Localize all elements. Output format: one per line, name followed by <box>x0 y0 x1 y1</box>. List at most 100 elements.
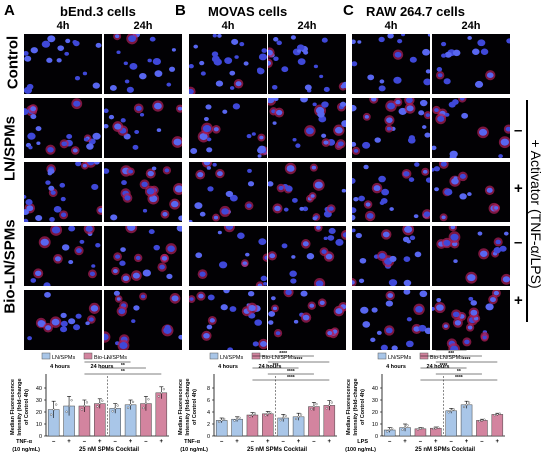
panel-letter-c: C <box>343 2 354 19</box>
sig-label: **** <box>440 363 448 369</box>
data-point <box>236 418 239 421</box>
x-tick-label: – <box>114 439 118 445</box>
side-sign-plus-1: + <box>514 180 523 197</box>
bar <box>94 403 106 437</box>
y-tick-label: 0 <box>375 434 378 440</box>
data-point <box>85 401 88 404</box>
x-tick-label: – <box>52 439 56 445</box>
data-point <box>50 413 53 416</box>
x-tick-label: – <box>450 439 454 445</box>
x-tick-label: + <box>235 439 239 445</box>
data-point <box>330 401 333 404</box>
x-tick-label: + <box>403 439 407 445</box>
data-point <box>300 413 303 416</box>
legend-label: LN/SPMs <box>388 355 411 361</box>
x-tick-label: + <box>266 439 270 445</box>
micrograph-tile <box>352 162 430 222</box>
data-point <box>162 388 165 391</box>
treatment-unit: (10 ng/mL) <box>12 447 40 453</box>
data-point <box>404 426 407 429</box>
data-point <box>111 410 114 413</box>
y-tick-label: 2 <box>207 422 210 428</box>
y-tick-label: 30 <box>36 398 42 404</box>
treatment-unit: (10 ng/mL) <box>180 447 208 453</box>
y-tick-label: 40 <box>36 386 42 392</box>
treatment-label: TNF-α <box>16 439 33 445</box>
x-tick-label: + <box>98 439 102 445</box>
bar <box>262 413 274 437</box>
bar <box>445 410 457 437</box>
x-tick-label: – <box>480 439 484 445</box>
sig-label: *** <box>273 363 279 369</box>
panel-title-b: MOVAS cells <box>208 4 288 19</box>
legend-label: Bio-LN/SPMs <box>430 355 463 361</box>
micrograph-tile <box>189 98 267 158</box>
row-label-control: Control <box>4 35 22 90</box>
sig-label: **** <box>455 375 463 381</box>
data-point <box>315 403 318 406</box>
data-point <box>463 405 466 409</box>
data-point <box>83 404 86 408</box>
micrograph-tile <box>104 34 182 94</box>
data-point <box>419 427 422 430</box>
data-point <box>68 404 71 408</box>
x-tick-label: – <box>312 439 316 445</box>
y-tick-label: 8 <box>207 386 210 392</box>
data-point <box>328 404 331 407</box>
data-point <box>416 428 419 431</box>
data-point <box>388 428 391 432</box>
data-point <box>101 399 104 402</box>
data-point <box>269 411 272 414</box>
bar-chart-1: LN/SPMs 4 hours Bio-LN/SPMs 24 hours Median … <box>178 351 337 453</box>
sig-label: ** <box>121 369 125 375</box>
data-point <box>496 413 499 416</box>
legend-label: Bio-LN/SPMs <box>94 355 127 361</box>
data-point <box>80 408 83 411</box>
activator-bracket <box>526 100 528 322</box>
data-point <box>391 427 394 430</box>
micrograph-tile <box>24 98 102 158</box>
x-tick-label: – <box>251 439 255 445</box>
legend-label: LN/SPMs <box>52 355 75 361</box>
y-tick-label: 20 <box>372 410 378 416</box>
micrograph-tile <box>189 162 267 222</box>
micrograph-tile <box>189 226 267 286</box>
y-tick-label: 40 <box>372 386 378 392</box>
y-tick-label: 6 <box>207 398 210 404</box>
bar <box>308 406 320 437</box>
y-tick-label: 10 <box>36 422 42 428</box>
y-axis-label: Intensity (fold-change <box>353 378 359 435</box>
data-point <box>297 415 300 418</box>
data-point <box>248 415 251 418</box>
legend-swatch <box>377 352 387 360</box>
x-tick-label: + <box>465 439 469 445</box>
data-point <box>96 405 99 408</box>
data-point <box>116 404 119 407</box>
y-tick-label: 20 <box>36 410 42 416</box>
micrograph-tile <box>268 98 346 158</box>
data-point <box>325 407 328 410</box>
data-point <box>98 402 101 405</box>
data-point <box>310 408 313 411</box>
legend-label: Bio-LN/SPMs <box>262 355 295 361</box>
y-tick-label: 30 <box>372 398 378 404</box>
data-point <box>220 419 223 422</box>
side-sign-minus-2: – <box>514 234 523 251</box>
time-label-a-4h: 4h <box>56 20 70 32</box>
x-tick-label: + <box>434 439 438 445</box>
x-tick-label: – <box>220 439 224 445</box>
sig-label: **** <box>295 357 303 363</box>
data-point <box>114 407 117 410</box>
sig-label: **** <box>447 350 455 351</box>
data-point <box>266 412 269 415</box>
legend-time: 4 hours <box>50 364 70 370</box>
data-point <box>434 427 437 430</box>
x-tick-label: + <box>297 439 301 445</box>
activator-label: + Activator (TNF-α/LPS) <box>528 139 544 289</box>
data-point <box>70 399 73 402</box>
cocktail-label: 25 nM SPMs Cocktail <box>247 447 307 453</box>
data-point <box>132 400 135 403</box>
data-point <box>127 406 130 409</box>
micrograph-tile <box>189 290 267 350</box>
y-axis-label: Median Fluorescence <box>346 379 352 435</box>
